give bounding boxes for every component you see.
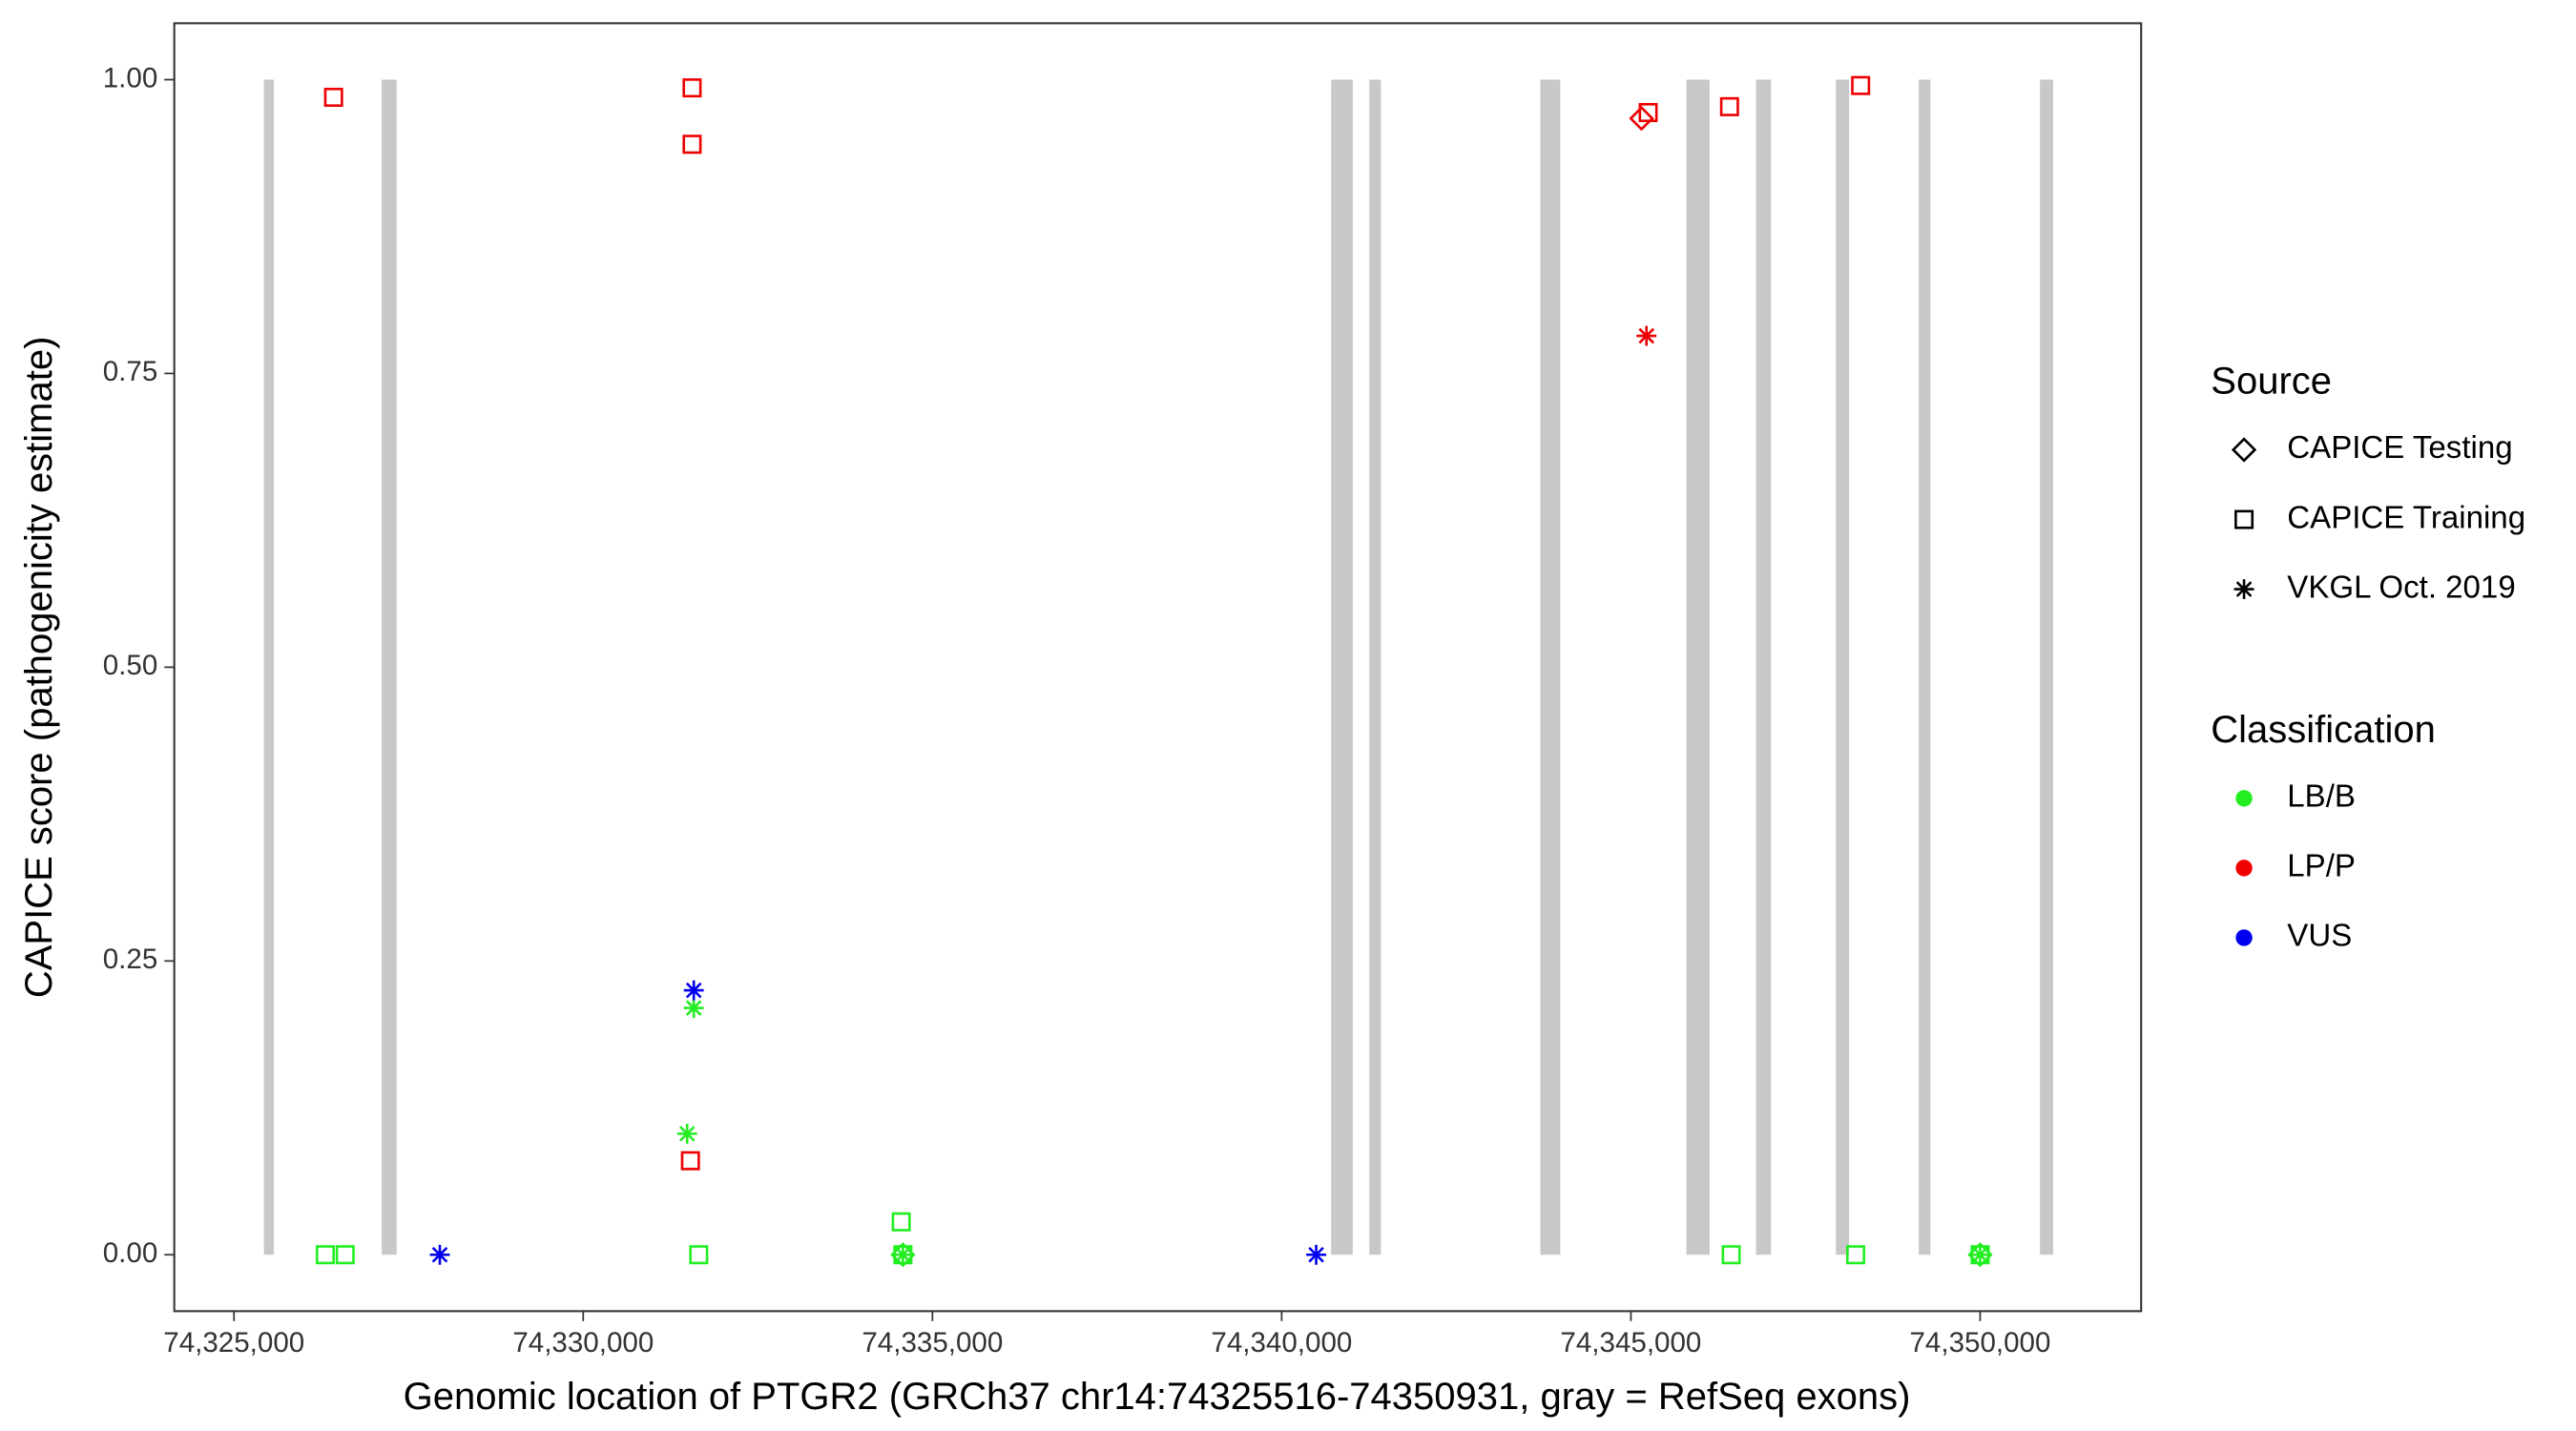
x-tick-label: 74,350,000 [1909, 1327, 2050, 1358]
point [689, 1245, 709, 1265]
plot-panel [173, 22, 2143, 1313]
exon [1369, 79, 1381, 1255]
legend-symbol [2233, 579, 2254, 600]
point [683, 998, 704, 1019]
point [429, 1244, 450, 1265]
legend-title: Classification [2211, 709, 2436, 751]
point [315, 1245, 335, 1265]
exon [1836, 79, 1850, 1255]
y-tick-label: 0.00 [103, 1237, 158, 1269]
legend-symbol [2235, 790, 2253, 807]
point [1719, 96, 1739, 116]
exon [1540, 79, 1561, 1255]
legend-label: CAPICE Testing [2287, 430, 2512, 466]
x-tick-label: 74,345,000 [1560, 1327, 1701, 1358]
legend-symbol [2235, 860, 2253, 877]
x-tick-label: 74,340,000 [1211, 1327, 1352, 1358]
x-tick-label: 74,335,000 [862, 1327, 1003, 1358]
point [891, 1212, 911, 1232]
x-tick-label: 74,330,000 [512, 1327, 654, 1358]
y-tick-label: 1.00 [103, 62, 158, 93]
x-tick-label: 74,325,000 [163, 1327, 304, 1358]
legend-label: VUS [2287, 919, 2352, 954]
point [1970, 1244, 1990, 1265]
legend-symbol [2235, 929, 2253, 946]
exon [1919, 79, 1931, 1255]
exon [1686, 79, 1710, 1255]
point [683, 980, 704, 1001]
point [682, 78, 702, 98]
point [335, 1245, 355, 1265]
legend-label: LP/P [2287, 849, 2356, 884]
point [1306, 1244, 1326, 1265]
point [680, 1151, 700, 1171]
point [1636, 325, 1657, 346]
y-axis-title: CAPICE score (pathogenicity estimate) [18, 337, 60, 999]
legend-symbol [2231, 437, 2257, 463]
exon [1331, 79, 1353, 1255]
exon [263, 79, 274, 1255]
point [1629, 105, 1654, 132]
point [1721, 1245, 1741, 1265]
exon [382, 79, 397, 1255]
legend-label: CAPICE Training [2287, 500, 2525, 535]
y-tick-label: 0.75 [103, 356, 158, 387]
y-tick-label: 0.25 [103, 944, 158, 975]
point [1845, 1245, 1866, 1265]
point [1851, 75, 1871, 95]
point [682, 135, 702, 155]
y-tick-label: 0.50 [103, 650, 158, 681]
point [323, 87, 343, 107]
legend-symbol [2234, 509, 2254, 529]
exon [2040, 79, 2054, 1255]
legend-title: Source [2211, 360, 2332, 402]
point [1638, 102, 1658, 122]
exon [1755, 79, 1772, 1255]
legend-label: VKGL Oct. 2019 [2287, 570, 2515, 605]
point [892, 1244, 913, 1265]
x-axis-title: Genomic location of PTGR2 (GRCh37 chr14:… [404, 1376, 1911, 1418]
point [676, 1123, 697, 1144]
legend-label: LB/B [2287, 779, 2356, 815]
